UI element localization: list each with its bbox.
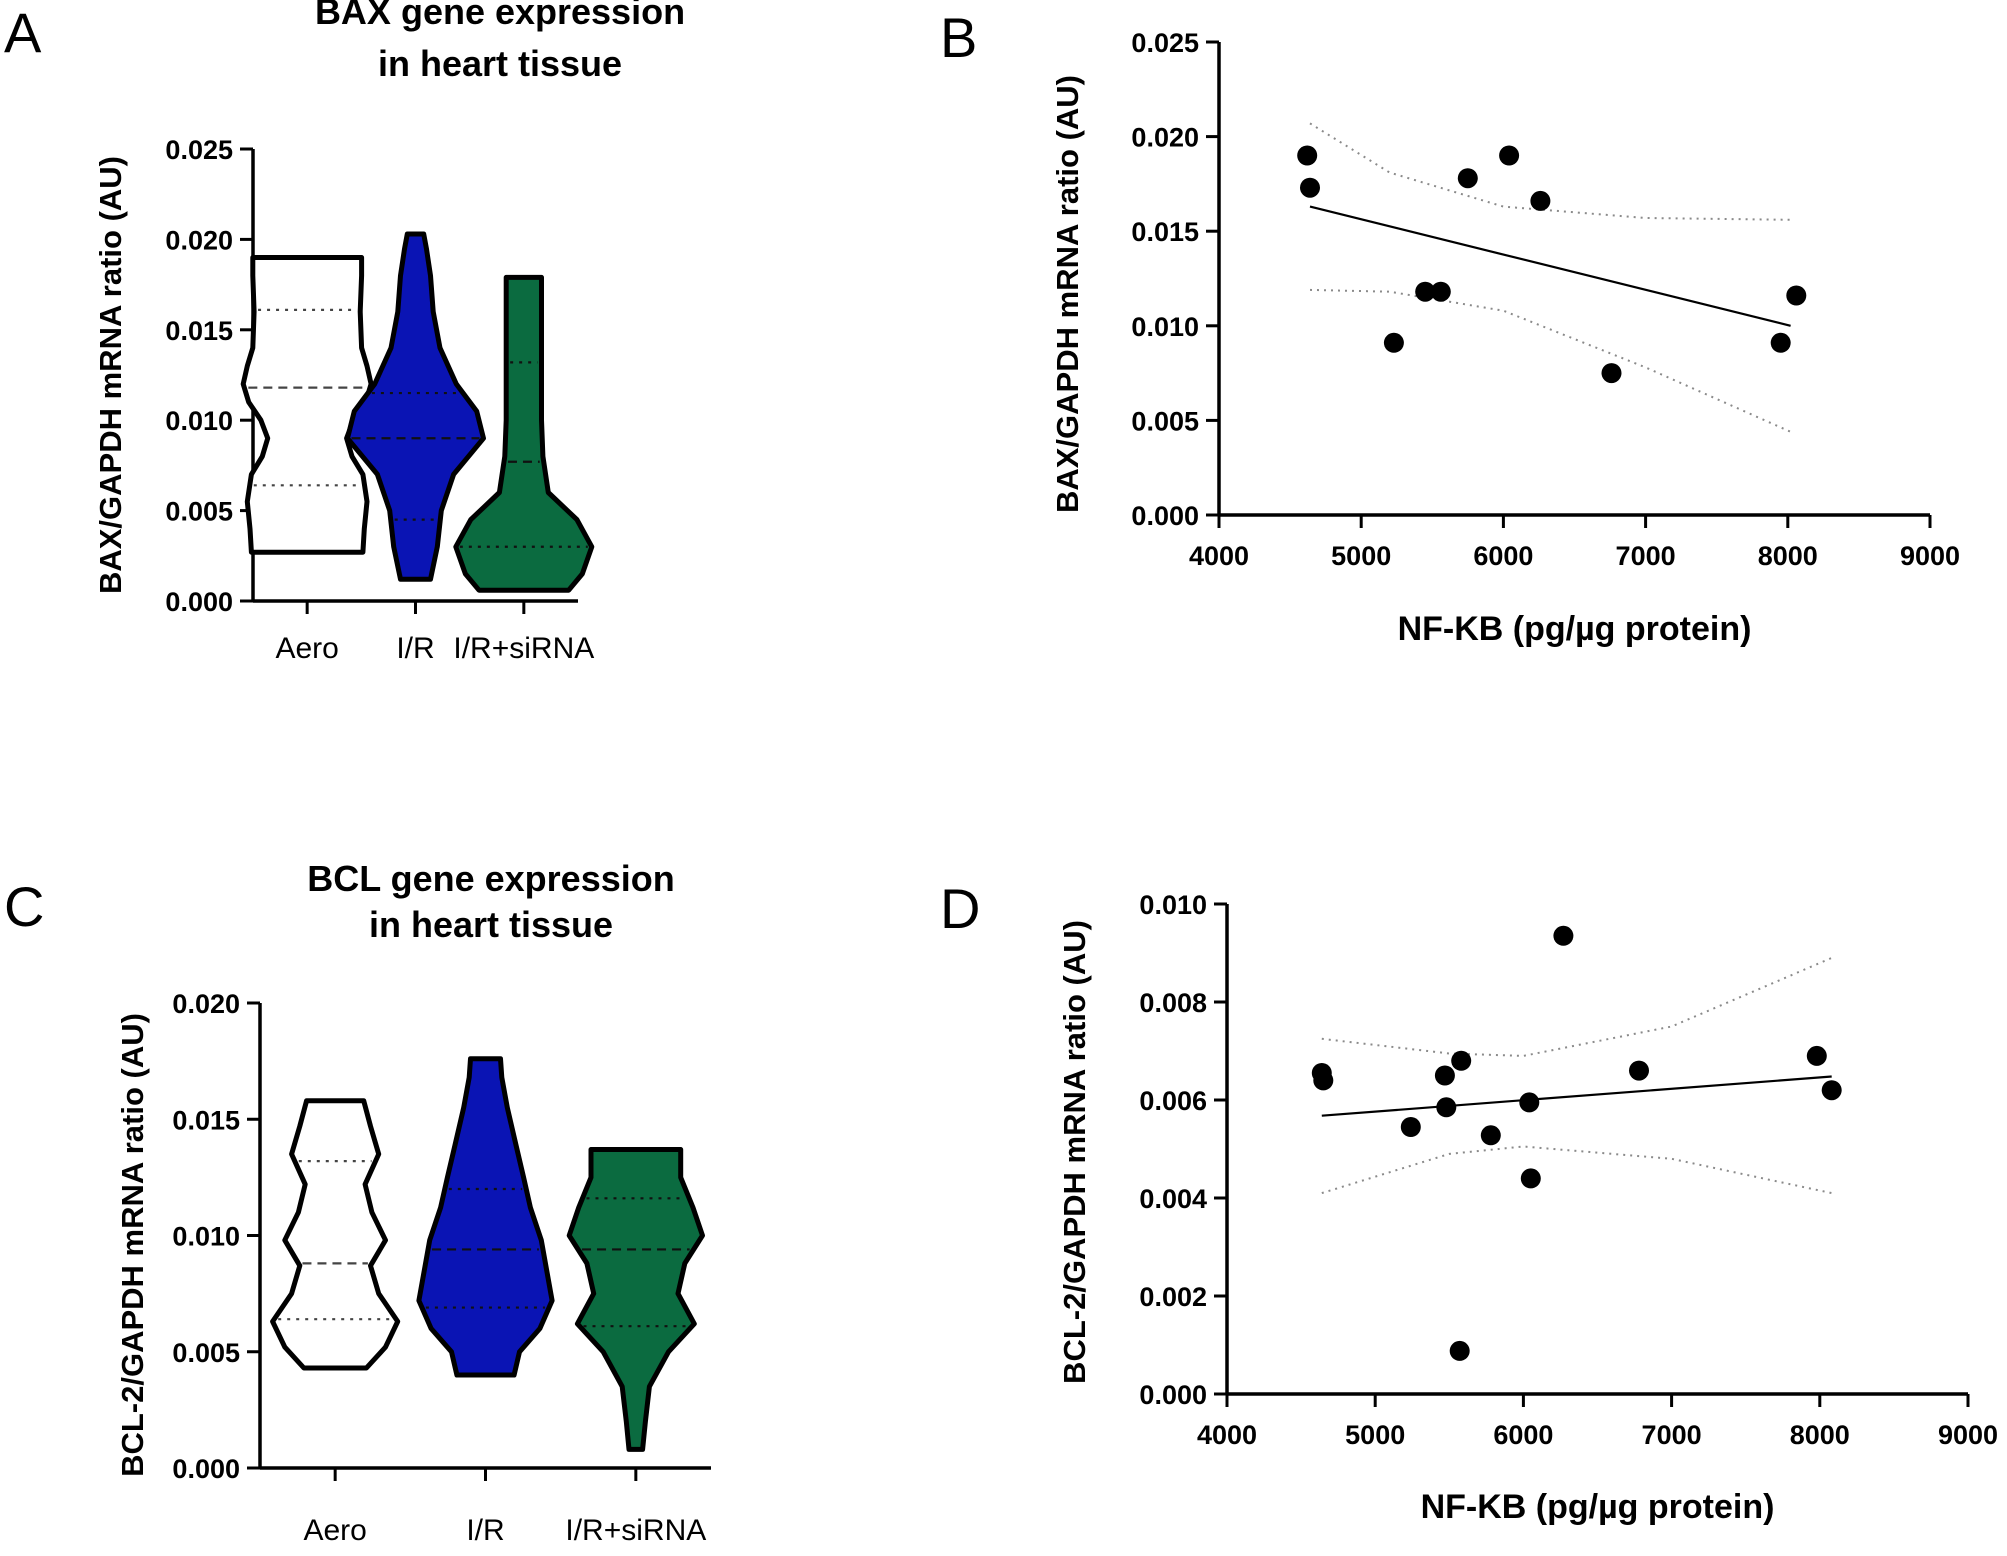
y-tick-label: 0.020 <box>1131 123 1199 153</box>
chart-title: in heart tissue <box>378 43 622 84</box>
data-point <box>1451 1050 1472 1071</box>
chart-title: BAX gene expression <box>315 0 685 32</box>
confidence-band-upper <box>1309 122 1791 221</box>
data-point <box>1434 1065 1455 1086</box>
data-point <box>1770 332 1791 353</box>
violin-I/R+siRNA <box>453 274 595 593</box>
y-tick-label: 0.025 <box>1131 28 1199 58</box>
data-point <box>1786 285 1807 306</box>
data-point <box>1430 281 1451 302</box>
x-category-label: I/R <box>466 1514 504 1547</box>
data-point <box>1457 168 1478 189</box>
panel-a: A BAX gene expression in heart tissue 0.000… <box>4 0 685 665</box>
y-tick-label: 0.020 <box>165 225 233 255</box>
y-tick-label: 0.005 <box>165 497 233 527</box>
chart-title: BCL gene expression <box>307 858 674 899</box>
panel-b: B 0.000 0.005 0.010 0.015 0.020 0.025 BAX/GAPDH… <box>940 6 1960 648</box>
y-tick-label: 0.015 <box>172 1105 240 1135</box>
regression-line <box>1309 205 1791 327</box>
x-tick-label: 8000 <box>1758 541 1818 571</box>
x-category-label: I/R+siRNA <box>565 1514 706 1547</box>
y-tick-label: 0.010 <box>165 406 233 436</box>
data-point <box>1601 363 1622 384</box>
x-tick-label: 9000 <box>1900 541 1960 571</box>
data-point <box>1400 1117 1421 1137</box>
x-tick-label: 6000 <box>1473 541 1533 571</box>
x-category-label: Aero <box>275 632 338 665</box>
y-tick-label: 0.004 <box>1139 1184 1207 1214</box>
data-point <box>1415 281 1436 302</box>
data-point <box>1480 1125 1501 1146</box>
y-tick-label: 0.005 <box>172 1338 240 1368</box>
data-point <box>1530 190 1551 211</box>
x-axis-title: NF-KB (pg/µg protein) <box>1398 610 1752 648</box>
x-category-label: Aero <box>303 1514 366 1547</box>
data-point <box>1821 1080 1842 1101</box>
data-point <box>1806 1045 1827 1066</box>
y-tick-label: 0.010 <box>1131 312 1199 342</box>
x-tick-label: 4000 <box>1197 1420 1257 1450</box>
y-tick-label: 0.000 <box>1139 1380 1207 1410</box>
panel-letter: B <box>940 6 977 69</box>
y-tick-label: 0.000 <box>172 1454 240 1484</box>
y-axis-title: BAX/GAPDH mRNA ratio (AU) <box>93 156 128 594</box>
x-tick-label: 7000 <box>1642 1420 1702 1450</box>
x-tick-label: 6000 <box>1493 1420 1553 1450</box>
data-point <box>1313 1070 1334 1091</box>
y-tick-label: 0.025 <box>165 135 233 165</box>
x-tick-label: 8000 <box>1790 1420 1850 1450</box>
y-tick-label: 0.015 <box>165 316 233 346</box>
x-tick-label: 7000 <box>1616 541 1676 571</box>
data-point <box>1300 177 1320 198</box>
confidence-band-lower <box>1321 1145 1832 1195</box>
panel-letter: C <box>4 875 44 938</box>
y-axis-title: BAX/GAPDH mRNA ratio (AU) <box>1050 75 1085 513</box>
violin-I/R <box>345 231 486 582</box>
x-axis-title: NF-KB (pg/µg protein) <box>1421 1488 1775 1526</box>
x-tick-label: 5000 <box>1345 1420 1405 1450</box>
data-point <box>1629 1060 1649 1081</box>
panel-letter: A <box>4 1 42 64</box>
data-point <box>1383 332 1404 353</box>
x-category-label: I/R+siRNA <box>453 632 594 665</box>
panel-c: C BCL gene expression in heart tissue 0.000… <box>4 858 711 1547</box>
y-tick-label: 0.008 <box>1139 988 1207 1018</box>
data-point <box>1436 1097 1457 1118</box>
data-point <box>1499 145 1520 166</box>
y-tick-label: 0.002 <box>1139 1282 1207 1312</box>
y-tick-label: 0.000 <box>1131 501 1199 531</box>
violin-Aero <box>240 255 374 555</box>
panel-d: D 0.000 0.002 0.004 0.006 0.008 0.010 BCL-2/GAP… <box>940 877 1998 1526</box>
confidence-band-upper <box>1321 956 1833 1057</box>
panel-letter: D <box>940 877 980 940</box>
y-tick-label: 0.020 <box>172 989 240 1019</box>
y-tick-label: 0.005 <box>1131 406 1199 436</box>
y-tick-label: 0.010 <box>172 1222 240 1252</box>
chart-title: in heart tissue <box>369 904 613 945</box>
x-tick-label: 4000 <box>1189 541 1249 571</box>
x-tick-label: 5000 <box>1331 541 1391 571</box>
x-category-label: I/R <box>396 632 434 665</box>
y-tick-label: 0.015 <box>1131 217 1199 247</box>
regression-line <box>1321 1075 1832 1117</box>
violin-Aero <box>270 1098 401 1371</box>
data-point <box>1553 925 1574 946</box>
y-axis-title: BCL-2/GAPDH mRNA ratio (AU) <box>1057 920 1092 1384</box>
data-point <box>1520 1168 1541 1189</box>
y-axis-title: BCL-2/GAPDH mRNA ratio (AU) <box>115 1013 150 1477</box>
data-point <box>1519 1092 1540 1113</box>
y-tick-label: 0.010 <box>1139 890 1207 920</box>
violin-I/R+siRNA <box>566 1147 705 1452</box>
violin-I/R <box>416 1056 555 1378</box>
data-point <box>1297 145 1318 166</box>
y-tick-label: 0.000 <box>165 587 233 617</box>
x-tick-label: 9000 <box>1938 1420 1998 1450</box>
y-tick-label: 0.006 <box>1139 1086 1207 1116</box>
confidence-band-lower <box>1309 288 1792 433</box>
data-point <box>1449 1340 1470 1361</box>
